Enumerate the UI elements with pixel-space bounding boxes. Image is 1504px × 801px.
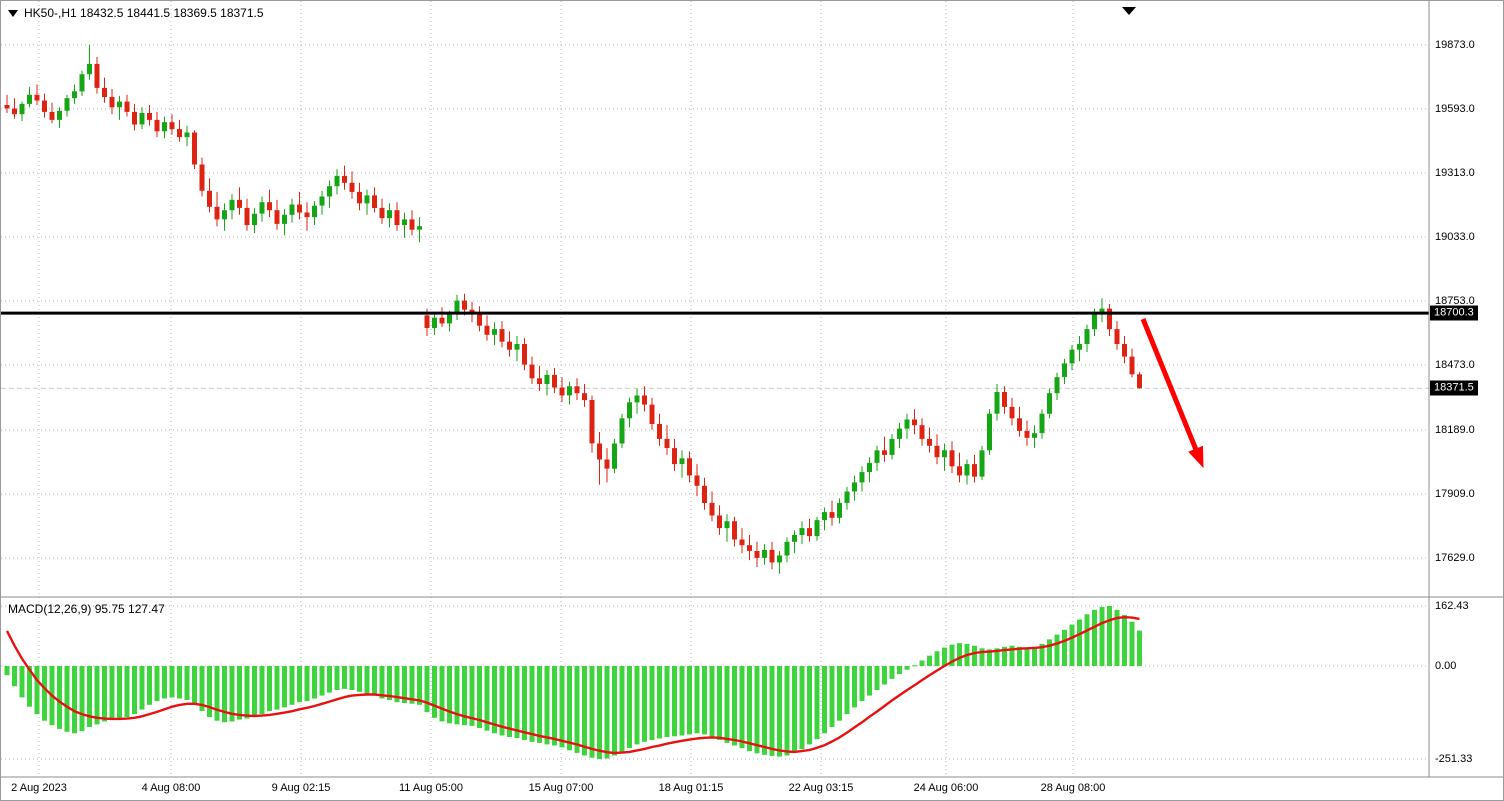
symbol-ohlc-label: HK50-,H1 18432.5 18441.5 18369.5 18371.5 [24, 6, 264, 20]
price-tick-label: 19593.0 [1435, 102, 1475, 115]
price-tick-label: 19873.0 [1435, 38, 1475, 51]
symbol-dropdown-icon[interactable] [8, 9, 18, 17]
macd-indicator-label: MACD(12,26,9) 95.75 127.47 [8, 602, 165, 616]
candlestick-series [4, 44, 1142, 574]
time-tick-label: 22 Aug 03:15 [788, 782, 854, 794]
time-tick-label: 28 Aug 08:00 [1040, 782, 1106, 794]
time-tick-label: 4 Aug 08:00 [141, 782, 201, 794]
macd-histogram [4, 606, 1142, 759]
time-tick-label: 18 Aug 01:15 [658, 782, 724, 794]
macd-signal-line [5, 616, 1140, 755]
price-tick-label: 19313.0 [1435, 166, 1475, 179]
price-tick-label: 17909.0 [1435, 488, 1475, 500]
price-tick-label: 19033.0 [1435, 230, 1475, 243]
chart-title: HK50-,H1 18432.5 18441.5 18369.5 18371.5 [8, 6, 264, 20]
time-tick-label: 11 Aug 05:00 [398, 782, 464, 794]
time-tick-label: 24 Aug 06:00 [913, 782, 979, 794]
time-tick-label: 2 Aug 2023 [11, 782, 67, 794]
line-price-badge: 18700.3 [1430, 305, 1478, 321]
macd-tick-label: -251.33 [1435, 753, 1473, 765]
time-tick-label: 9 Aug 02:15 [271, 782, 331, 794]
price-tick-label: 18473.0 [1435, 359, 1475, 372]
macd-tick-label: 162.43 [1435, 599, 1469, 612]
macd-tick-label: 0.00 [1435, 660, 1457, 673]
trend-arrow-head [1188, 445, 1204, 469]
trend-arrow[interactable] [1140, 318, 1200, 453]
price-tick-label: 18189.0 [1435, 423, 1475, 436]
grid-lines [1, 1, 1429, 777]
current-price-badge: 18371.5 [1430, 380, 1478, 396]
price-tick-label: 18753.0 [1435, 295, 1475, 307]
chart-shift-marker-icon[interactable] [1122, 7, 1136, 15]
price-tick-label: 17629.0 [1435, 552, 1475, 565]
time-tick-label: 15 Aug 07:00 [528, 782, 594, 794]
